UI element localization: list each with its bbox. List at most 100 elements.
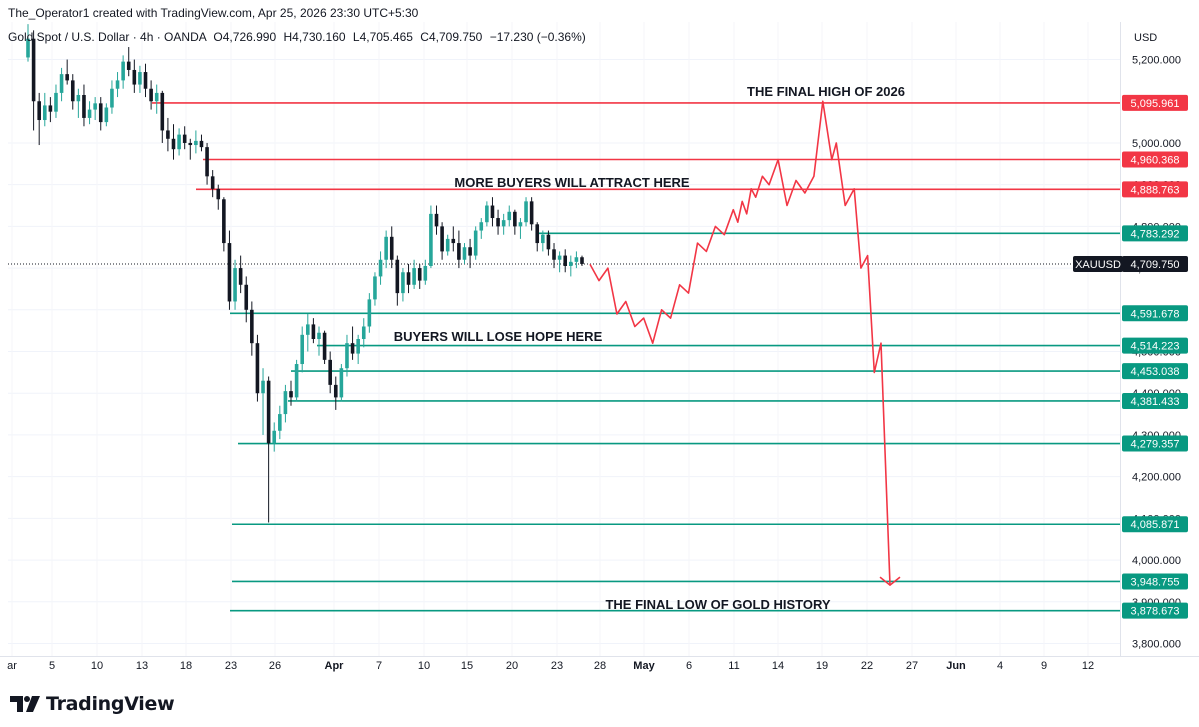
x-tick-label: 6: [686, 660, 692, 672]
candle-body: [401, 272, 405, 294]
level-price-badge: [1122, 516, 1188, 533]
x-tick-label: ar: [7, 660, 17, 672]
candle-body: [143, 72, 148, 89]
candle-body: [233, 268, 237, 302]
symbol-legend: Gold Spot / U.S. Dollar · 4h · OANDA O4,…: [8, 30, 1157, 44]
candle-body: [188, 142, 193, 146]
x-tick-label: 12: [1082, 660, 1094, 672]
candle-body: [37, 101, 41, 121]
candle-body: [149, 88, 153, 102]
chart-header: The_Operator1 created with TradingView.c…: [0, 0, 1199, 22]
candle-body: [82, 94, 86, 118]
x-tick-label: 15: [461, 660, 473, 672]
candle-body: [115, 80, 120, 89]
attribution-text: The_Operator1 created with TradingView.c…: [8, 6, 419, 20]
level-price-badge: [1122, 573, 1188, 590]
x-tick-label: 18: [180, 660, 192, 672]
candle-body: [457, 243, 461, 260]
candle-body: [222, 199, 226, 244]
level-price-text: 4,453.038: [1131, 366, 1180, 378]
time-axis[interactable]: ar 5 10 13 18 23 26 Apr 7 10 15 20 23 28 May 6 11 14 19 22 2…: [7, 660, 1094, 672]
x-tick-label: 11: [728, 660, 739, 672]
candle-body: [305, 324, 310, 335]
candle-body: [289, 391, 293, 398]
candle-body: [485, 205, 489, 223]
candle-body: [126, 61, 131, 70]
candle-body: [322, 332, 327, 360]
x-tick-label: 28: [594, 660, 606, 672]
candle-body: [199, 140, 204, 148]
annotation-text: MORE BUYERS WILL ATTRACT HERE: [454, 175, 690, 190]
level-price-badge: [1122, 305, 1188, 322]
candle-body: [317, 332, 321, 339]
candle-body: [468, 247, 472, 256]
candle-body: [205, 147, 209, 177]
candle-body: [345, 343, 349, 369]
ohlc-open: O4,726.990: [213, 30, 276, 44]
candle-body: [104, 107, 109, 123]
level-labels: 5,095.961 4,960.368 4,888.763 4,783.292 4,59…: [1073, 94, 1188, 619]
candle-body: [31, 38, 36, 102]
candle-body: [513, 211, 517, 227]
projection-path: [589, 100, 901, 587]
projection-arrowhead: [879, 576, 901, 587]
footer: TradingView: [0, 684, 1199, 727]
level-price-badge: [1122, 337, 1188, 354]
x-tick-label: 10: [418, 660, 430, 672]
x-tick-label: Apr: [325, 660, 345, 672]
annotation-text: BUYERS WILL LOSE HOPE HERE: [394, 329, 603, 344]
candle-body: [110, 88, 114, 108]
candle-body: [367, 299, 372, 327]
projection-line: [589, 100, 891, 586]
level-price-badge: [1122, 151, 1188, 168]
level-price-badge: [1122, 435, 1188, 452]
candle-body: [529, 201, 534, 225]
candle-body: [490, 205, 495, 219]
x-tick-label: 20: [506, 660, 518, 672]
candle-body: [48, 105, 53, 112]
candle-body: [339, 368, 344, 398]
candle-body: [406, 272, 411, 285]
x-tick-label: Jun: [946, 660, 966, 672]
x-tick-label: 14: [772, 660, 784, 672]
candle-body: [417, 268, 422, 281]
y-tick-label: 5,200.000: [1132, 55, 1181, 67]
candle-body: [524, 201, 528, 223]
candle-body: [65, 74, 69, 81]
y-tick-label: 4,000.000: [1132, 555, 1181, 567]
level-price-text: 4,514.223: [1131, 341, 1180, 353]
candle-body: [272, 430, 277, 444]
x-tick-label: May: [633, 660, 655, 672]
candle-body: [412, 268, 416, 285]
candle-body: [300, 334, 305, 365]
candle-body: [227, 243, 232, 302]
candle-body: [501, 220, 506, 227]
tradingview-brand: TradingView: [46, 693, 175, 715]
candle-body: [59, 74, 64, 93]
y-tick-label: 4,200.000: [1132, 472, 1181, 484]
candle-body: [429, 213, 433, 267]
candle-body: [216, 188, 221, 200]
candle-body: [160, 92, 165, 131]
candle-body: [479, 222, 484, 231]
level-price-text: 4,591.678: [1131, 308, 1180, 320]
annotation-text: THE FINAL LOW OF GOLD HISTORY: [605, 597, 830, 612]
candle-body: [557, 255, 562, 260]
y-tick-label: 5,000.000: [1132, 138, 1181, 150]
candle-body: [250, 309, 254, 344]
level-price-badge: [1122, 225, 1188, 242]
tradingview-logo-icon: [10, 696, 40, 712]
symbol-description: Gold Spot / U.S. Dollar · 4h · OANDA: [8, 30, 207, 44]
tradingview-logo[interactable]: TradingView: [10, 692, 175, 716]
price-chart[interactable]: THE FINAL HIGH OF 2026 MORE BUYERS WILL A…: [0, 0, 1199, 684]
candle-body: [42, 105, 47, 121]
level-price-text: 3,948.755: [1131, 576, 1180, 588]
candle-body: [440, 226, 444, 252]
x-tick-label: 9: [1041, 660, 1047, 672]
candle-body: [574, 257, 579, 262]
y-tick-label: 3,800.000: [1132, 638, 1181, 650]
level-price-badge: [1122, 363, 1188, 380]
x-tick-label: 26: [269, 660, 281, 672]
level-price-badge: [1122, 181, 1188, 198]
symbol-badge: [1073, 256, 1123, 273]
